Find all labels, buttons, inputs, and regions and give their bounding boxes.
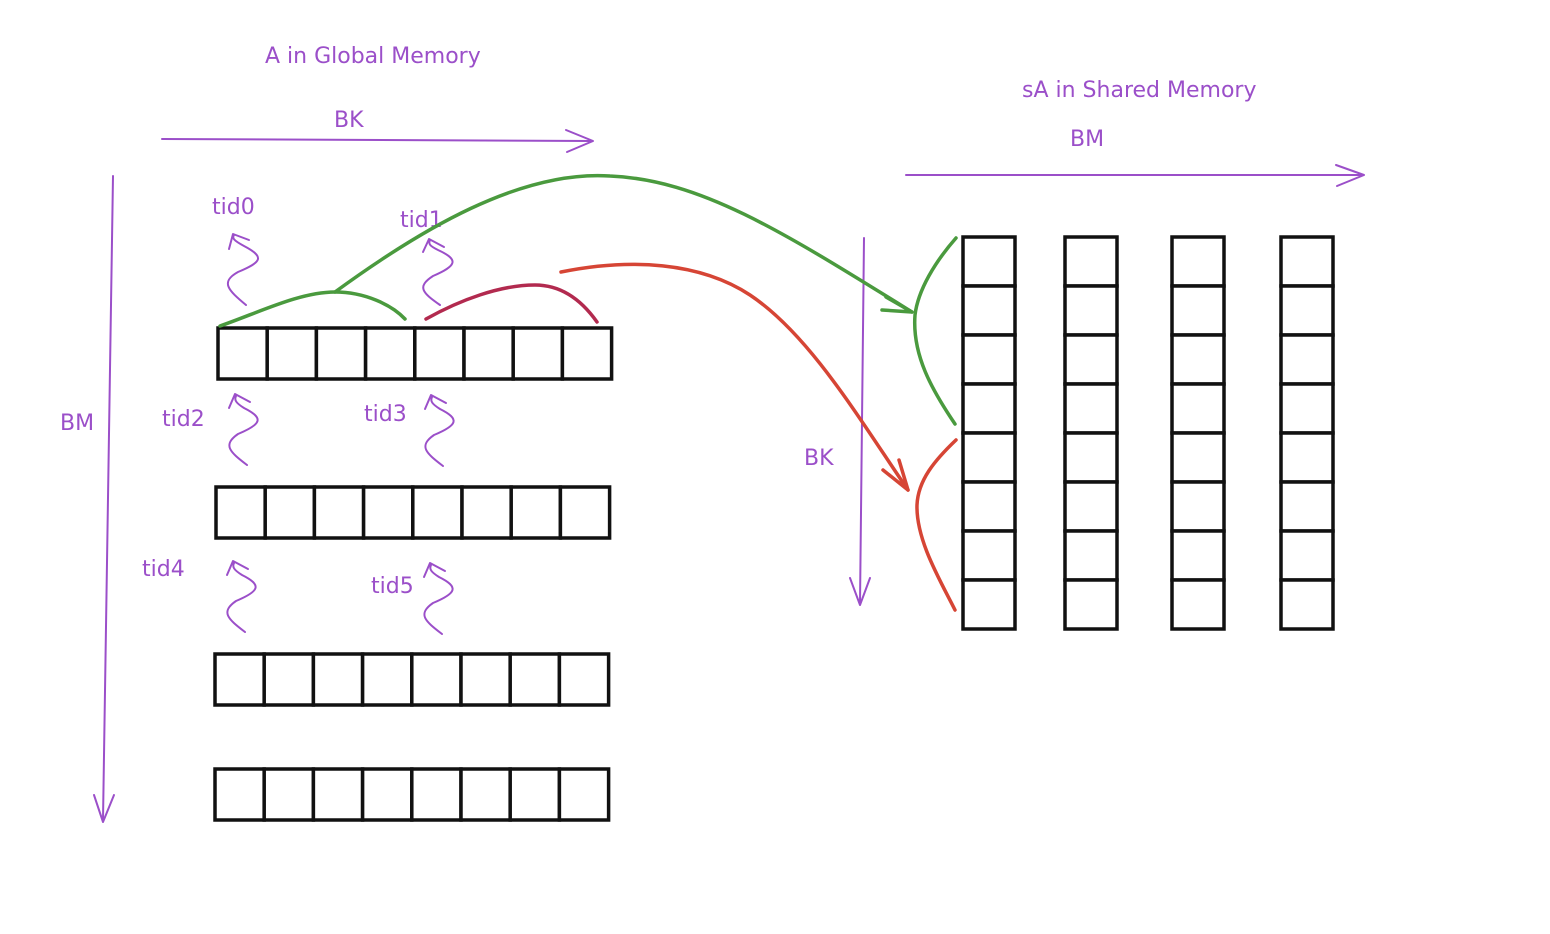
- global-cell: [215, 769, 264, 820]
- shared-bm-label: BM: [1070, 127, 1104, 152]
- tid0-mapping-arrow: [220, 176, 956, 424]
- global-cell: [562, 328, 611, 379]
- thread-arrow-tid3: [425, 395, 454, 466]
- thread-arrow-tid0: [228, 234, 258, 305]
- thread-label-tid3: tid3: [364, 402, 407, 427]
- global-cell: [560, 487, 609, 538]
- shared-cell: [963, 286, 1015, 335]
- shared-cell: [1172, 482, 1224, 531]
- global-cell: [313, 654, 362, 705]
- global-memory-title: A in Global Memory: [265, 44, 481, 69]
- shared-cell: [1065, 580, 1117, 629]
- global-cell: [364, 487, 413, 538]
- shared-cell: [1281, 286, 1333, 335]
- global-cell: [464, 328, 513, 379]
- shared-cell: [1172, 580, 1224, 629]
- global-cell: [366, 328, 415, 379]
- shared-cell: [1065, 531, 1117, 580]
- shared-cell: [1172, 531, 1224, 580]
- shared-cell: [963, 433, 1015, 482]
- shared-cell: [1065, 335, 1117, 384]
- shared-memory-grid: [963, 237, 1333, 629]
- global-cell: [316, 328, 365, 379]
- global-cell: [264, 654, 313, 705]
- shared-cell: [963, 335, 1015, 384]
- thread-arrow-tid5: [424, 563, 453, 634]
- shared-memory-title: sA in Shared Memory: [1022, 78, 1256, 103]
- global-cell: [216, 487, 265, 538]
- shared-bk-label: BK: [804, 446, 834, 471]
- shared-cell: [1172, 237, 1224, 286]
- thread-arrow-tid1: [423, 239, 453, 305]
- global-cell: [412, 769, 461, 820]
- shared-cell: [1281, 580, 1333, 629]
- shared-cell: [963, 482, 1015, 531]
- tid0-segment-brace: [220, 292, 405, 326]
- shared-cell: [1172, 384, 1224, 433]
- shared-cell: [1281, 433, 1333, 482]
- thread-label-tid4: tid4: [142, 557, 185, 582]
- global-cell: [461, 654, 510, 705]
- global-bk-label: BK: [334, 108, 364, 133]
- shared-cell: [1281, 482, 1333, 531]
- global-cell: [267, 328, 316, 379]
- shared-cell: [1281, 335, 1333, 384]
- shared-cell: [1065, 482, 1117, 531]
- tid1-mapping-arrow: [426, 264, 956, 610]
- global-cell: [313, 769, 362, 820]
- global-cell: [264, 769, 313, 820]
- global-cell: [559, 654, 608, 705]
- thread-arrow-tid4: [227, 561, 256, 632]
- tid0-transfer-curve: [335, 176, 912, 312]
- tid1-shared-brace: [917, 440, 956, 610]
- global-cell: [559, 769, 608, 820]
- shared-cell: [963, 384, 1015, 433]
- shared-cell: [1065, 384, 1117, 433]
- global-cell: [462, 487, 511, 538]
- shared-cell: [1281, 384, 1333, 433]
- global-bm-axis: [94, 176, 114, 822]
- thread-arrow-tid2: [229, 394, 258, 465]
- thread-label-tid1: tid1: [400, 208, 443, 233]
- thread-label-tid0: tid0: [212, 195, 255, 220]
- global-cell: [511, 487, 560, 538]
- global-cell: [413, 487, 462, 538]
- shared-cell: [1172, 433, 1224, 482]
- thread-label-tid5: tid5: [371, 574, 414, 599]
- global-cell: [363, 654, 412, 705]
- shared-cell: [963, 580, 1015, 629]
- global-bk-axis: [162, 130, 593, 152]
- shared-cell: [1065, 433, 1117, 482]
- tid0-shared-brace: [915, 238, 956, 424]
- global-cell: [218, 328, 267, 379]
- shared-cell: [1172, 286, 1224, 335]
- global-cell: [363, 769, 412, 820]
- shared-cell: [1281, 237, 1333, 286]
- global-cell: [265, 487, 314, 538]
- shared-cell: [1172, 335, 1224, 384]
- global-cell: [314, 487, 363, 538]
- global-cell: [215, 654, 264, 705]
- shared-cell: [963, 237, 1015, 286]
- global-cell: [510, 769, 559, 820]
- global-cell: [412, 654, 461, 705]
- thread-label-tid2: tid2: [162, 407, 205, 432]
- tid1-segment-brace: [426, 285, 597, 322]
- global-bm-label: BM: [60, 411, 94, 436]
- shared-cell: [1065, 286, 1117, 335]
- shared-cell: [963, 531, 1015, 580]
- global-cell: [461, 769, 510, 820]
- shared-bm-axis: [906, 165, 1364, 186]
- global-cell: [513, 328, 562, 379]
- global-cell: [415, 328, 464, 379]
- shared-cell: [1065, 237, 1117, 286]
- shared-cell: [1281, 531, 1333, 580]
- global-cell: [510, 654, 559, 705]
